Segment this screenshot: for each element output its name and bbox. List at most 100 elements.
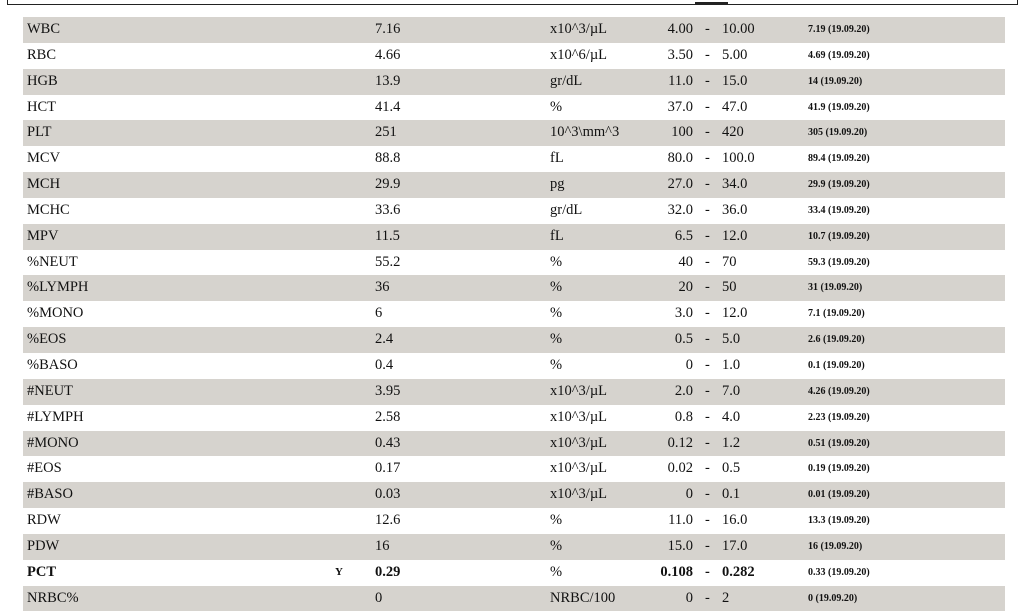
- result-unit: %: [550, 253, 563, 270]
- reference-low: 4.00: [667, 21, 693, 37]
- result-value: 0.43: [375, 434, 401, 451]
- previous-result: 7.1 (19.09.20): [808, 308, 865, 320]
- reference-low: 3.50: [667, 46, 693, 63]
- result-row-hgb: HGB 13.9 gr/dL 11.0-15.0 14 (19.09.20): [23, 68, 1005, 95]
- result-value: 0.4: [375, 356, 394, 373]
- result-row-mch: MCH 29.9 pg 27.0-34.0 29.9 (19.09.20): [23, 172, 1005, 198]
- previous-result: 305 (19.09.20): [808, 127, 868, 139]
- reference-low: 32.0: [667, 201, 693, 218]
- result-value: 16: [375, 537, 390, 554]
- reference-high: 16.0: [722, 512, 748, 529]
- reference-dash: -: [705, 150, 710, 167]
- reference-low: 0.8: [674, 408, 693, 425]
- result-unit: fL: [550, 150, 564, 167]
- reference-low: 15.0: [667, 537, 693, 554]
- reference-high: 15.0: [722, 72, 748, 89]
- previous-result: 14 (19.09.20): [808, 75, 863, 87]
- result-unit: gr/dL: [550, 201, 583, 218]
- previous-result: 29.9 (19.09.20): [808, 179, 870, 191]
- result-value: 13.9: [375, 72, 401, 89]
- result-row-hct: HCT 41.4% 37.0-47.0 41.9 (19.09.20): [23, 95, 1005, 121]
- test-name: %NEUT: [27, 253, 78, 270]
- reference-high: 100.0: [722, 150, 755, 167]
- result-row-baso: #BASO 0.03 x10^3/µL 0-0.1 0.01 (19.09.20): [23, 482, 1005, 509]
- reference-dash: -: [705, 201, 710, 218]
- reference-dash: -: [705, 589, 710, 606]
- reference-high: 5.00: [722, 46, 748, 63]
- result-value: 2.58: [375, 408, 401, 425]
- result-unit: %: [550, 305, 563, 322]
- reference-low: 40: [678, 253, 694, 270]
- reference-dash: -: [705, 253, 710, 270]
- test-name: PLT: [27, 124, 52, 141]
- reference-high: 2: [722, 589, 730, 606]
- result-value: 29.9: [375, 176, 401, 193]
- reference-low: 27.0: [667, 176, 693, 193]
- result-value: 12.6: [375, 512, 401, 529]
- reference-low: 0.108: [660, 563, 693, 580]
- reference-high: 17.0: [722, 537, 748, 554]
- result-row-lymph: %LYMPH 36% 20-50 31 (19.09.20): [23, 275, 1005, 302]
- result-unit: %: [550, 331, 563, 348]
- reference-low: 6.5: [674, 227, 693, 244]
- reference-low: 11.0: [668, 72, 693, 89]
- previous-result: 0.19 (19.09.20): [808, 463, 870, 475]
- reference-low: 0: [685, 589, 693, 606]
- result-value: 11.5: [375, 227, 400, 244]
- result-unit: x10^3/µL: [550, 460, 608, 477]
- reference-dash: -: [705, 98, 710, 115]
- result-row-mono: %MONO 6% 3.0-12.0 7.1 (19.09.20): [23, 301, 1005, 327]
- result-value: 0.17: [375, 460, 401, 477]
- reference-high: 12.0: [722, 227, 748, 244]
- result-unit: %: [550, 279, 563, 296]
- result-unit: NRBC/100: [550, 589, 616, 606]
- result-unit: %: [550, 537, 563, 554]
- result-unit: %: [550, 356, 563, 373]
- reference-low: 0: [685, 356, 693, 373]
- test-name: MCHC: [27, 201, 70, 218]
- test-name: WBC: [27, 21, 61, 37]
- reference-low: 80.0: [667, 150, 693, 167]
- reference-high: 34.0: [722, 176, 748, 193]
- previous-result: 89.4 (19.09.20): [808, 153, 870, 165]
- reference-high: 0.1: [722, 486, 741, 503]
- test-name: #LYMPH: [27, 408, 84, 425]
- result-value: 2.4: [375, 331, 394, 348]
- reference-high: 420: [722, 124, 744, 141]
- test-name: MCV: [27, 150, 61, 167]
- previous-result: 0.1 (19.09.20): [808, 359, 865, 371]
- result-unit: %: [550, 98, 563, 115]
- test-name: #NEUT: [27, 382, 73, 399]
- reference-high: 12.0: [722, 305, 748, 322]
- previous-result: 4.26 (19.09.20): [808, 385, 870, 397]
- result-row-neut: %NEUT 55.2% 40-70 59.3 (19.09.20): [23, 250, 1005, 276]
- result-unit: x10^6/µL: [550, 46, 608, 63]
- reference-low: 0.5: [674, 331, 693, 348]
- test-name: #BASO: [27, 486, 73, 503]
- reference-high: 0.5: [722, 460, 741, 477]
- reference-low: 0: [685, 486, 693, 503]
- result-value: 3.95: [375, 382, 401, 399]
- test-name: PDW: [27, 537, 60, 554]
- reference-high: 50: [722, 279, 737, 296]
- reference-low: 3.0: [674, 305, 693, 322]
- result-unit: x10^3/µL: [550, 434, 608, 451]
- reference-high: 36.0: [722, 201, 748, 218]
- reference-dash: -: [705, 356, 710, 373]
- result-row-pdw: PDW 16% 15.0-17.0 16 (19.09.20): [23, 533, 1005, 560]
- reference-dash: -: [705, 408, 710, 425]
- result-row-wbc: WBC 7.16 x10^3/µL 4.00-10.00 7.19 (19.09.20): [23, 17, 1005, 43]
- result-row-neut: #NEUT 3.95 x10^3/µL 2.0-7.0 4.26 (19.09.20): [23, 378, 1005, 405]
- reference-high: 47.0: [722, 98, 748, 115]
- result-unit: %: [550, 563, 563, 580]
- reference-dash: -: [705, 537, 710, 554]
- reference-low: 0.12: [667, 434, 693, 451]
- reference-dash: -: [705, 486, 710, 503]
- previous-result: 0.01 (19.09.20): [808, 489, 870, 501]
- reference-dash: -: [705, 46, 710, 63]
- result-unit: x10^3/µL: [550, 382, 608, 399]
- reference-dash: -: [705, 460, 710, 477]
- reference-low: 37.0: [667, 98, 693, 115]
- result-row-mchc: MCHC 33.6 gr/dL 32.0-36.0 33.4 (19.09.20): [23, 198, 1005, 224]
- lab-results-table: WBC 7.16 x10^3/µL 4.00-10.00 7.19 (19.09.20)…: [23, 17, 1005, 611]
